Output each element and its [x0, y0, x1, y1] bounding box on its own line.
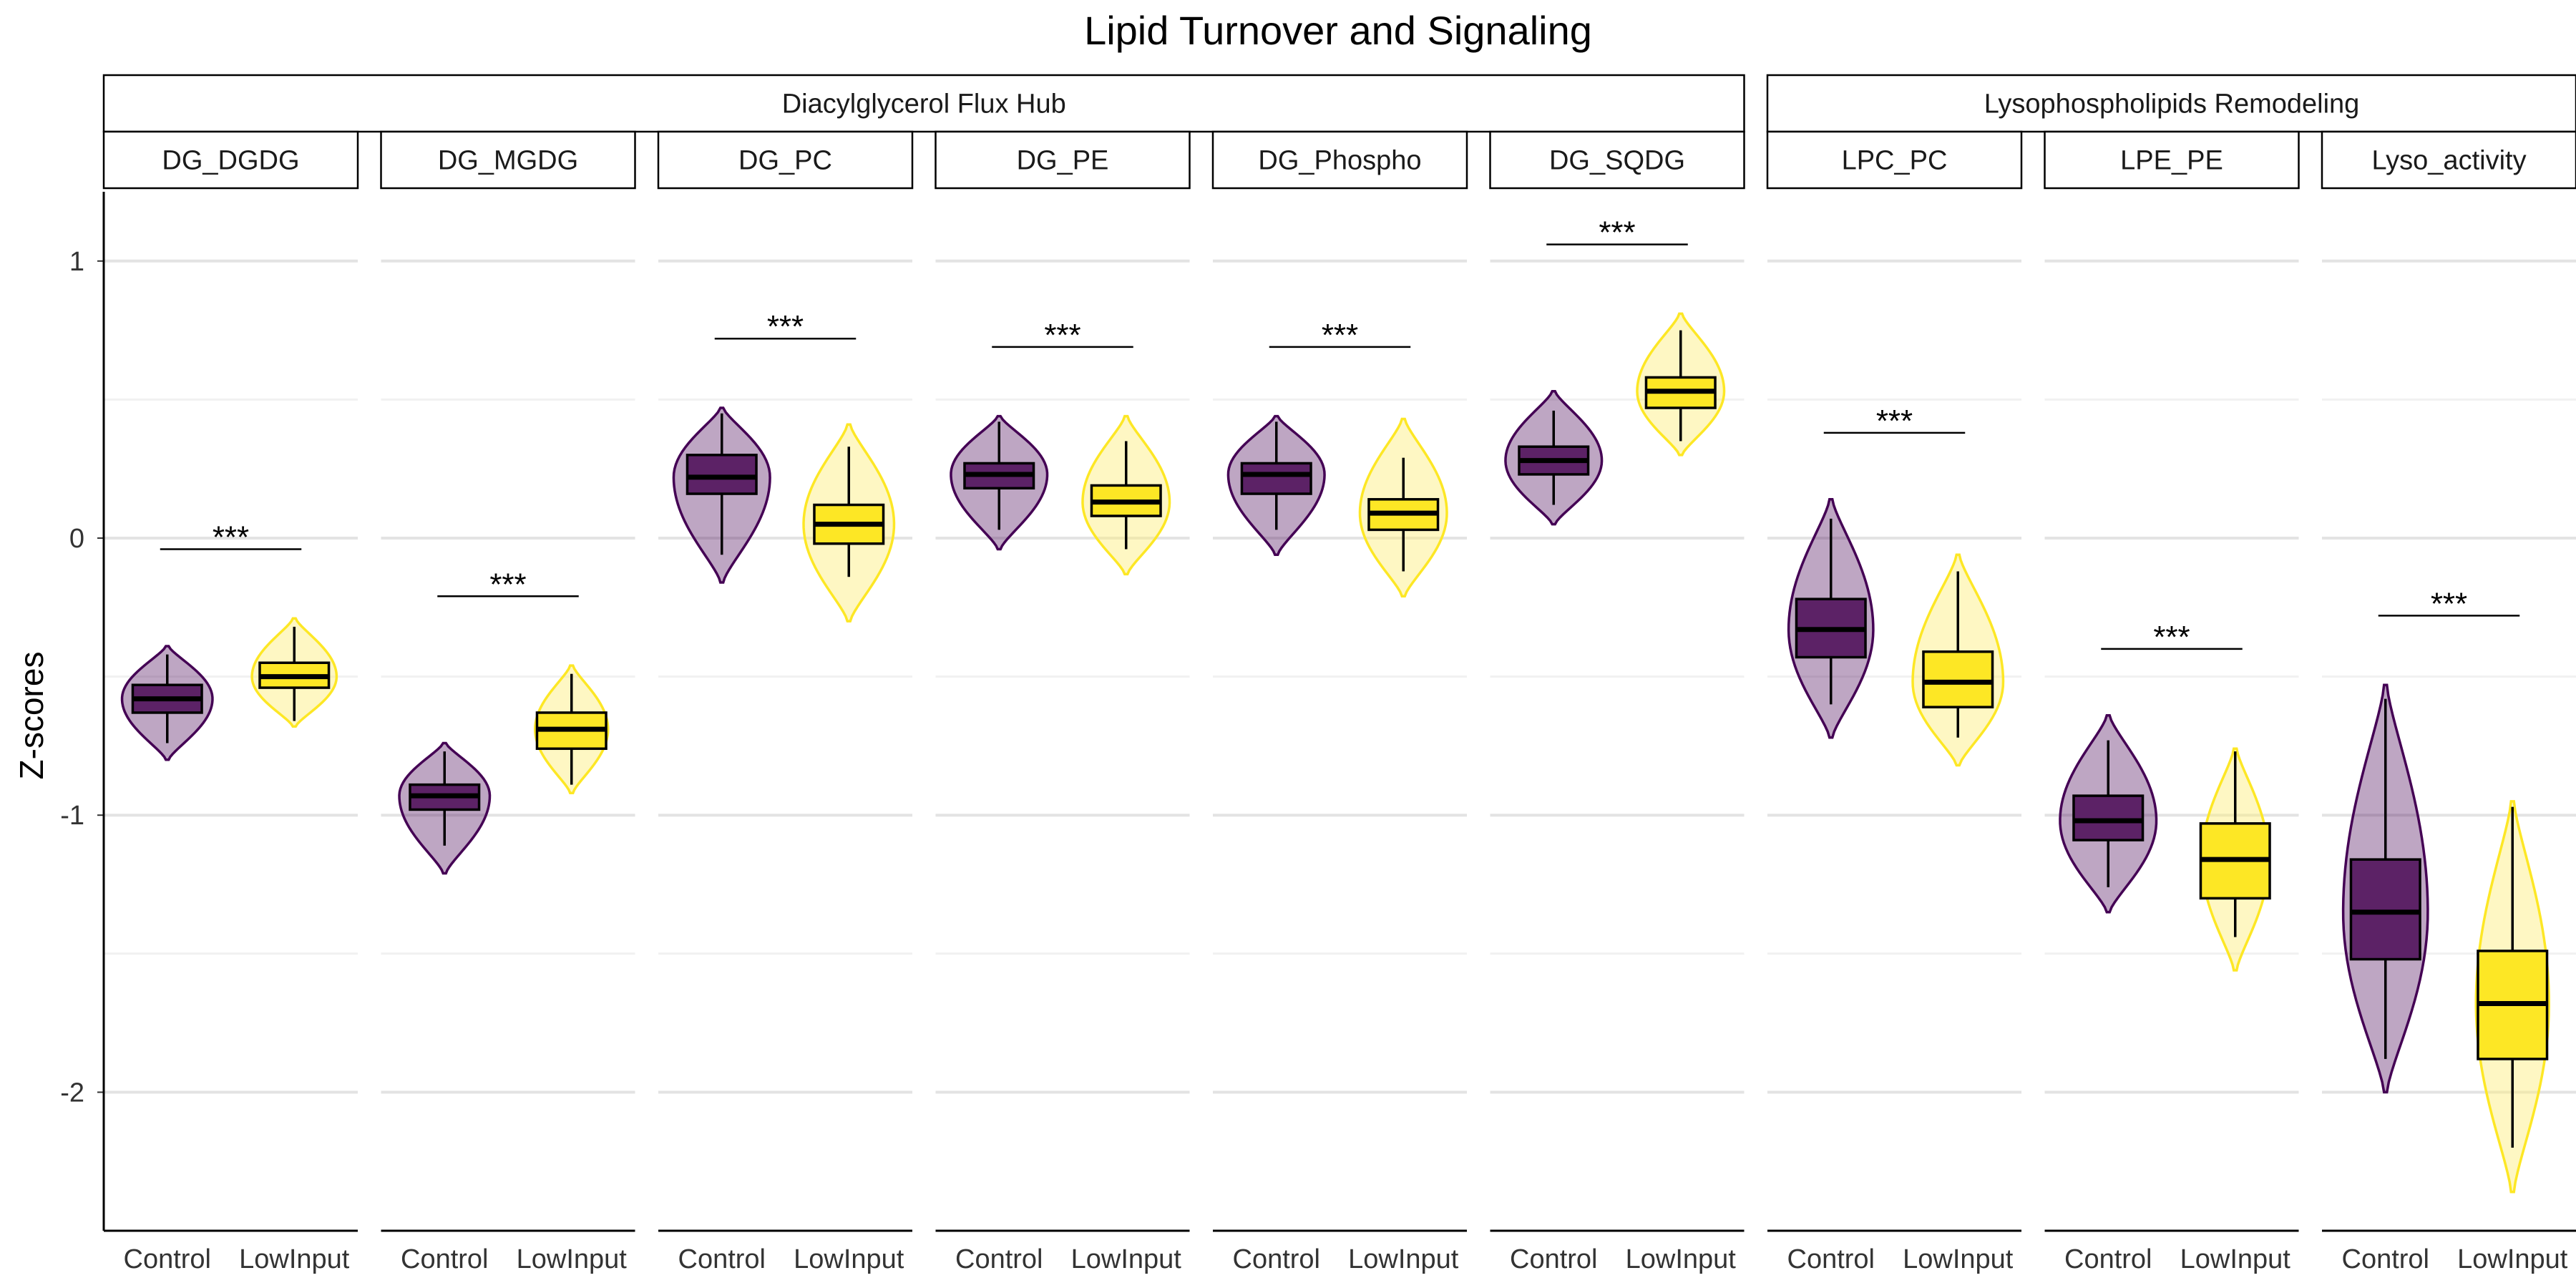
- box-control: [686, 454, 758, 495]
- panel-strip: [1211, 130, 1468, 190]
- panel-lpe-pe: LPE_PE Control LowInput ***: [2044, 130, 2300, 1274]
- panel-strip-label: DG_DGDG: [162, 146, 299, 176]
- panel-dg-pc: DG_PC Control LowInput ***: [657, 130, 914, 1274]
- y-tick-label: 1: [69, 247, 84, 277]
- significance-label: ***: [489, 567, 526, 602]
- x-tick-label: Control: [2064, 1244, 2152, 1274]
- y-axis-ticks: 1 0 -1 -2: [60, 247, 104, 1108]
- panel-dg-phospho: DG_Phospho Control LowInput ***: [1211, 130, 1468, 1274]
- panel-strip-label: DG_Phospho: [1258, 146, 1421, 176]
- significance-label: ***: [767, 309, 804, 344]
- panel-dg-sqdg: DG_SQDG Control LowInput ***: [1489, 130, 1745, 1274]
- chart-title: Lipid Turnover and Signaling: [1084, 8, 1592, 53]
- group-strip-label: Lysophospholipids Remodeling: [1984, 89, 2360, 119]
- x-tick-label: Control: [2342, 1244, 2430, 1274]
- panel-lyso-activity: Lyso_activity Control LowInput ***: [2321, 130, 2576, 1274]
- y-axis-label: Z-scores: [13, 652, 50, 780]
- x-tick-label: LowInput: [794, 1244, 904, 1274]
- significance-label: ***: [2431, 586, 2467, 621]
- y-tick-label: -1: [60, 801, 84, 831]
- panel-dg-pe: DG_PE Control LowInput ***: [935, 130, 1191, 1274]
- panel-strip: [102, 130, 359, 190]
- x-tick-label: Control: [1787, 1244, 1875, 1274]
- panel-strip-label: DG_PC: [738, 146, 832, 176]
- significance-label: ***: [1876, 404, 1913, 439]
- box-control: [2072, 794, 2145, 841]
- group-strip-label: Diacylglycerol Flux Hub: [782, 89, 1066, 119]
- significance-label: ***: [213, 519, 249, 555]
- x-tick-label: LowInput: [2180, 1244, 2291, 1274]
- significance-label: ***: [2153, 620, 2190, 655]
- panel-lpc-pc: LPC_PC Control LowInput ***: [1766, 130, 2023, 1274]
- panel-strip-label: LPE_PE: [2120, 146, 2223, 176]
- x-tick-label: LowInput: [517, 1244, 628, 1274]
- panel-strip: [657, 130, 914, 190]
- x-tick-label: Control: [124, 1244, 212, 1274]
- x-tick-label: LowInput: [239, 1244, 350, 1274]
- significance-label: ***: [1044, 318, 1080, 353]
- panel-strip-label: DG_MGDG: [438, 146, 578, 176]
- box-lowinput: [1922, 650, 1994, 708]
- x-tick-label: LowInput: [1071, 1244, 1182, 1274]
- y-tick-label: -2: [60, 1078, 84, 1108]
- x-tick-label: Control: [678, 1244, 766, 1274]
- x-tick-label: LowInput: [2457, 1244, 2568, 1274]
- panel-strip: [935, 130, 1191, 190]
- significance-label: ***: [1322, 318, 1358, 353]
- x-tick-label: LowInput: [1348, 1244, 1459, 1274]
- panel-strip: [1489, 130, 1745, 190]
- x-tick-label: LowInput: [1903, 1244, 2014, 1274]
- panel-dg-mgdg: DG_MGDG Control LowInput ***: [380, 130, 636, 1274]
- box-control: [1240, 462, 1312, 495]
- panel-strip: [380, 130, 636, 190]
- x-tick-label: Control: [1233, 1244, 1321, 1274]
- significance-label: ***: [1599, 215, 1635, 250]
- facet-strips: Diacylglycerol Flux Hub Lysophospholipids…: [102, 74, 2576, 133]
- x-tick-label: Control: [1510, 1244, 1598, 1274]
- group-strip: [102, 74, 1745, 133]
- panel-strip-label: DG_SQDG: [1549, 146, 1685, 176]
- panel-strip: [2321, 130, 2576, 190]
- panel-strip-label: LPC_PC: [1842, 146, 1948, 176]
- panel-strip: [1766, 130, 2023, 190]
- x-tick-label: LowInput: [1626, 1244, 1737, 1274]
- panel-strip-label: DG_PE: [1017, 146, 1109, 176]
- box-control: [2349, 858, 2421, 961]
- y-tick-label: 0: [69, 524, 84, 554]
- x-tick-label: Control: [955, 1244, 1043, 1274]
- panel-strip-label: Lyso_activity: [2371, 146, 2526, 176]
- x-tick-label: Control: [401, 1244, 489, 1274]
- panel-strip: [2044, 130, 2300, 190]
- panel-dg-dgdg: DG_DGDG Control LowInput ***: [102, 130, 359, 1274]
